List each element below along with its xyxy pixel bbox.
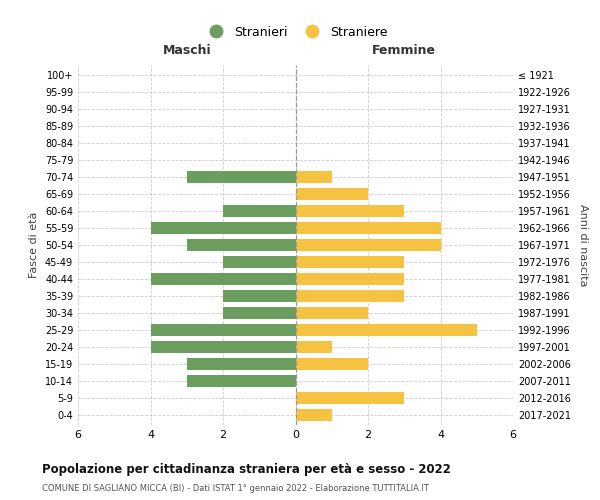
Bar — [296, 171, 332, 183]
Bar — [296, 256, 404, 268]
Bar — [151, 273, 296, 285]
Bar — [296, 239, 440, 251]
Bar — [187, 358, 296, 370]
Bar — [187, 374, 296, 387]
Bar — [187, 171, 296, 183]
Bar — [223, 307, 296, 319]
Bar — [296, 188, 368, 200]
Text: Popolazione per cittadinanza straniera per età e sesso - 2022: Popolazione per cittadinanza straniera p… — [42, 462, 451, 475]
Y-axis label: Anni di nascita: Anni di nascita — [578, 204, 587, 286]
Bar — [151, 324, 296, 336]
Bar — [223, 205, 296, 217]
Text: Femmine: Femmine — [372, 44, 436, 57]
Text: Maschi: Maschi — [163, 44, 211, 57]
Bar — [296, 341, 332, 353]
Bar — [296, 358, 368, 370]
Bar — [296, 222, 440, 234]
Bar — [223, 256, 296, 268]
Bar — [187, 239, 296, 251]
Bar — [151, 341, 296, 353]
Bar — [296, 392, 404, 404]
Bar — [296, 205, 404, 217]
Y-axis label: Fasce di età: Fasce di età — [29, 212, 39, 278]
Bar — [296, 307, 368, 319]
Bar — [296, 273, 404, 285]
Bar — [151, 222, 296, 234]
Bar — [223, 290, 296, 302]
Bar — [296, 324, 477, 336]
Bar — [296, 408, 332, 421]
Bar — [296, 290, 404, 302]
Text: COMUNE DI SAGLIANO MICCA (BI) - Dati ISTAT 1° gennaio 2022 - Elaborazione TUTTIT: COMUNE DI SAGLIANO MICCA (BI) - Dati IST… — [42, 484, 429, 493]
Legend: Stranieri, Straniere: Stranieri, Straniere — [199, 21, 392, 44]
